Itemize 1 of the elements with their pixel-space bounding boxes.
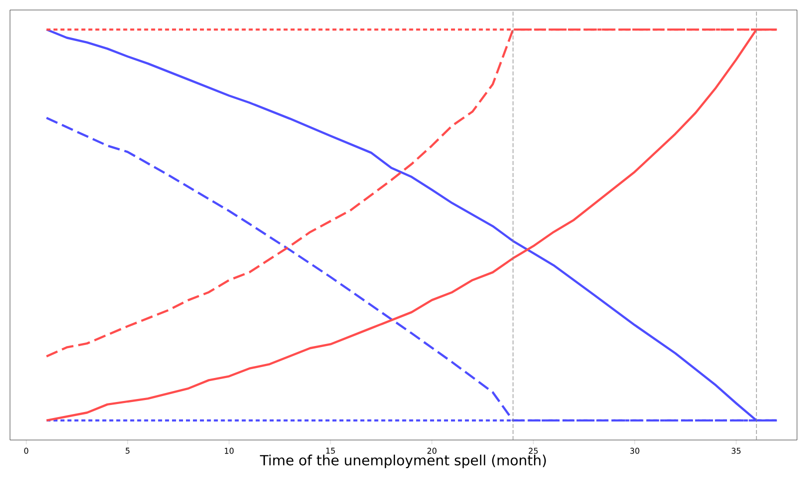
- x-axis-title: Time of the unemployment spell (month): [260, 454, 546, 468]
